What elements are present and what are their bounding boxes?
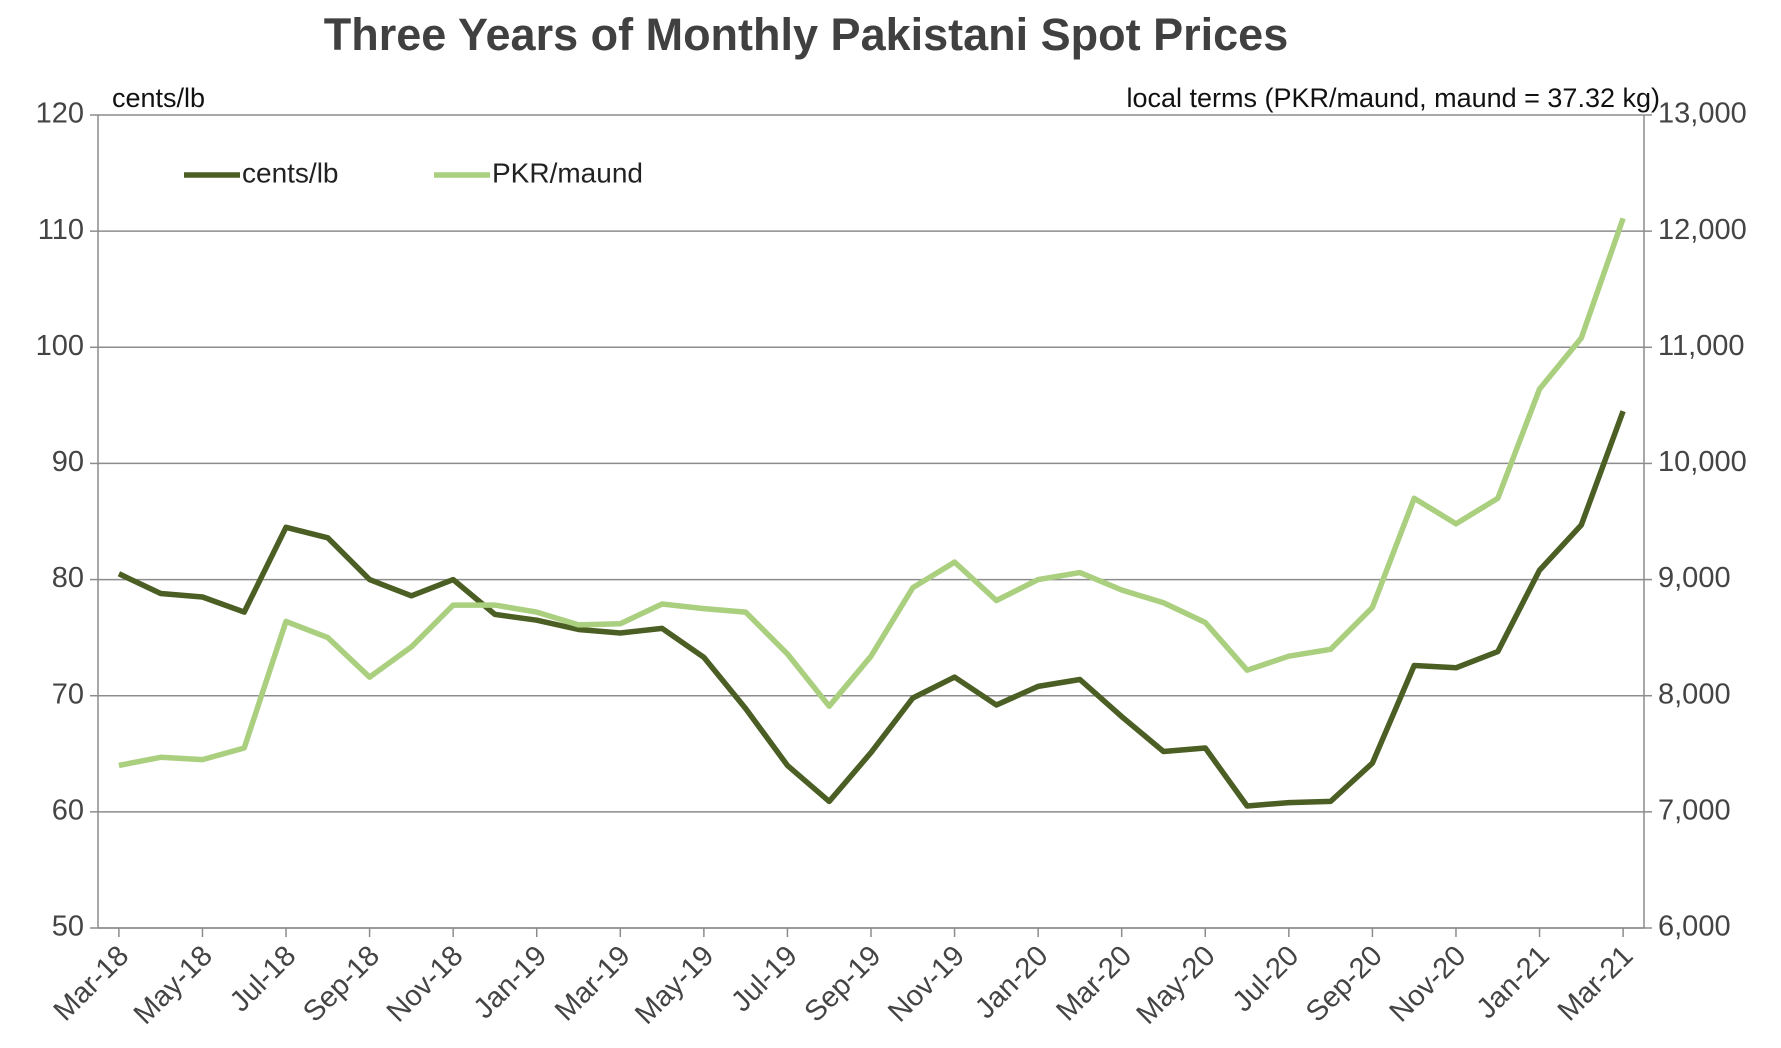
x-tick-label: Mar-19 bbox=[549, 940, 637, 1028]
y-tick-label: 110 bbox=[38, 214, 84, 246]
x-tick-label: Jan-19 bbox=[468, 940, 553, 1025]
y2-axis-label: local terms (PKR/maund, maund = 37.32 kg… bbox=[1126, 83, 1660, 113]
x-tick-label: Sep-20 bbox=[1300, 940, 1389, 1029]
x-tick-label: Jul-18 bbox=[224, 940, 302, 1018]
y2-tick-label: 12,000 bbox=[1658, 214, 1747, 246]
y2-tick-label: 13,000 bbox=[1658, 98, 1747, 130]
chart-title: Three Years of Monthly Pakistani Spot Pr… bbox=[324, 9, 1289, 60]
x-tick-label: Mar-21 bbox=[1552, 940, 1640, 1028]
x-tick-label: May-18 bbox=[128, 940, 219, 1031]
x-tick-label: Nov-19 bbox=[882, 940, 971, 1029]
legend-label: cents/lb bbox=[242, 157, 339, 188]
y-tick-label: 120 bbox=[36, 98, 84, 130]
x-tick-label: Jul-19 bbox=[725, 940, 803, 1018]
y-tick-label: 80 bbox=[52, 562, 84, 594]
y2-tick-label: 8,000 bbox=[1658, 678, 1731, 710]
y2-tick-label: 9,000 bbox=[1658, 562, 1731, 594]
y-tick-label: 50 bbox=[52, 911, 84, 943]
y-tick-label: 100 bbox=[36, 330, 84, 362]
x-tick-label: Sep-18 bbox=[297, 940, 386, 1029]
y-tick-label: 70 bbox=[52, 678, 84, 710]
x-tick-label: May-19 bbox=[629, 940, 720, 1031]
y2-tick-label: 7,000 bbox=[1658, 795, 1731, 827]
legend-label: PKR/maund bbox=[492, 157, 643, 188]
y-axis-label: cents/lb bbox=[112, 83, 205, 113]
x-tick-label: Mar-20 bbox=[1050, 940, 1138, 1028]
x-tick-label: Jul-20 bbox=[1227, 940, 1305, 1018]
x-tick-label: Jan-21 bbox=[1471, 940, 1556, 1025]
y-tick-label: 90 bbox=[52, 446, 84, 478]
x-tick-label: Nov-18 bbox=[381, 940, 470, 1029]
series-line bbox=[117, 410, 1626, 809]
x-tick-label: Mar-18 bbox=[48, 940, 136, 1028]
series-line bbox=[118, 217, 1626, 769]
x-tick-label: Nov-20 bbox=[1384, 940, 1473, 1029]
x-tick-label: May-20 bbox=[1131, 940, 1222, 1031]
y2-tick-label: 10,000 bbox=[1658, 446, 1747, 478]
x-tick-label: Sep-19 bbox=[799, 940, 888, 1029]
y2-tick-label: 6,000 bbox=[1658, 911, 1731, 943]
y-tick-label: 60 bbox=[52, 795, 84, 827]
y2-tick-label: 11,000 bbox=[1658, 330, 1745, 362]
x-tick-label: Jan-20 bbox=[969, 940, 1054, 1025]
